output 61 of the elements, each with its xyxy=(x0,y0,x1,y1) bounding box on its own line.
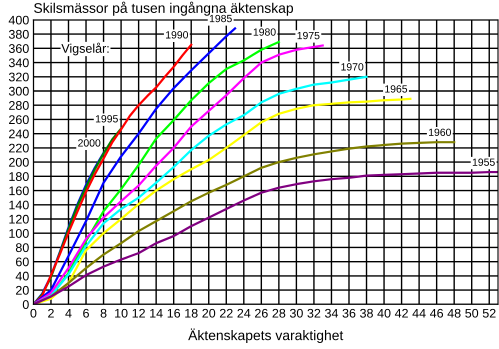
series-label: 1990 xyxy=(166,31,188,39)
series-label: 1980 xyxy=(254,28,276,36)
series-label: 1965 xyxy=(385,85,408,93)
annotation: Vigselår: xyxy=(61,42,109,56)
y-tick-label: 0 xyxy=(22,300,29,309)
x-tick-label: 30 xyxy=(290,308,303,318)
x-tick-label: 36 xyxy=(342,308,356,318)
y-tick-label: 200 xyxy=(9,158,29,167)
y-tick-label: 80 xyxy=(16,243,29,252)
y-tick-label: 260 xyxy=(9,115,29,124)
series-label: 1985 xyxy=(210,14,232,22)
x-tick-label: 26 xyxy=(255,308,268,318)
x-tick-label: 28 xyxy=(272,308,286,318)
y-tick-label: 360 xyxy=(8,44,29,53)
series-label: 1955 xyxy=(472,158,495,166)
x-tick-label: 24 xyxy=(237,308,250,318)
y-tick-label: 180 xyxy=(9,172,29,181)
x-tick-label: 2 xyxy=(48,308,54,318)
x-tick-label: 42 xyxy=(394,308,408,318)
y-tick-label: 380 xyxy=(8,30,29,39)
y-tick-label: 140 xyxy=(9,200,29,210)
x-tick-label: 40 xyxy=(377,308,391,318)
x-tick-label: 0 xyxy=(30,308,36,318)
series-label: 1960 xyxy=(429,128,451,136)
y-tick-label: 300 xyxy=(8,86,29,96)
y-tick-label: 20 xyxy=(16,286,29,295)
x-tick-label: 52 xyxy=(482,308,496,318)
x-tick-label: 20 xyxy=(202,308,216,318)
x-tick-label: 50 xyxy=(465,308,478,318)
y-tick-label: 220 xyxy=(9,144,29,153)
series-label: 2000 xyxy=(78,139,100,147)
y-tick-label: 340 xyxy=(8,58,29,68)
x-tick-label: 22 xyxy=(220,308,233,318)
series-label: 1995 xyxy=(96,115,118,122)
x-tick-label: 46 xyxy=(430,308,444,318)
chart-title: Skilsmässor på tusen ingångna äktenskap xyxy=(34,2,294,16)
x-tick-label: 6 xyxy=(83,308,89,318)
x-tick-label: 44 xyxy=(412,308,426,318)
y-tick-label: 100 xyxy=(9,229,29,238)
x-tick-label: 8 xyxy=(100,308,106,318)
y-tick-label: 320 xyxy=(8,72,29,82)
x-axis-title: Äktenskapets varaktighet xyxy=(188,328,344,343)
y-tick-label: 240 xyxy=(9,129,29,138)
y-tick-label: 160 xyxy=(9,186,29,196)
x-tick-label: 48 xyxy=(448,308,461,318)
y-tick-label: 40 xyxy=(16,272,29,281)
series-label: 1975 xyxy=(298,32,320,40)
x-tick-label: 14 xyxy=(150,308,163,318)
y-tick-label: 120 xyxy=(9,214,29,224)
x-tick-label: 32 xyxy=(307,308,320,318)
y-tick-label: 280 xyxy=(9,101,29,110)
x-tick-label: 38 xyxy=(360,308,373,318)
y-tick-label: 400 xyxy=(8,16,29,25)
x-tick-label: 12 xyxy=(132,308,145,318)
x-tick-label: 16 xyxy=(168,308,180,318)
x-tick-label: 4 xyxy=(65,308,72,318)
y-tick-label: 60 xyxy=(16,257,29,266)
x-tick-label: 18 xyxy=(185,308,198,318)
series-label: 1970 xyxy=(341,63,364,71)
x-tick-label: 10 xyxy=(115,308,128,318)
x-tick-label: 34 xyxy=(324,308,338,318)
